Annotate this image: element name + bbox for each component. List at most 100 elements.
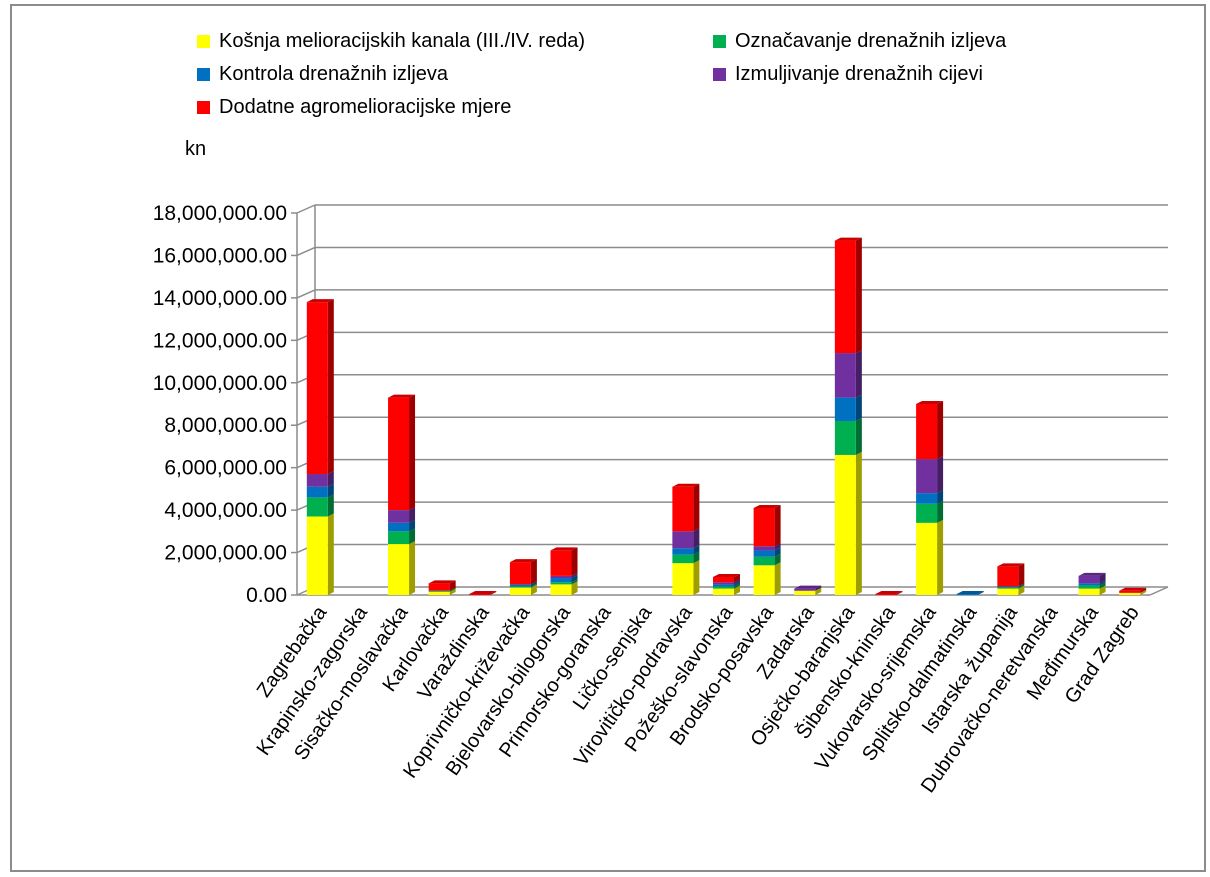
bar-segment bbox=[306, 516, 328, 595]
y-tick-label: 18,000,000.00 bbox=[153, 202, 287, 225]
bar-segment bbox=[550, 582, 572, 585]
bar-segment bbox=[550, 550, 572, 576]
floor-edge bbox=[1149, 586, 1169, 596]
bar-segment-side bbox=[449, 587, 456, 592]
bar-top-face bbox=[794, 585, 822, 589]
bar-top-face bbox=[916, 401, 944, 404]
y-tick-label: 2,000,000.00 bbox=[164, 542, 287, 565]
legend-swatch-green bbox=[713, 35, 726, 48]
bar-segment-side bbox=[449, 580, 456, 591]
y-tick-label: 16,000,000.00 bbox=[153, 244, 287, 267]
bar-segment bbox=[916, 459, 938, 494]
bar-top-face bbox=[428, 580, 456, 584]
y-tick-label: 12,000,000.00 bbox=[153, 329, 287, 352]
bar-segment-side bbox=[774, 553, 781, 566]
bar-segment-side bbox=[937, 500, 944, 523]
bar-segment bbox=[713, 588, 734, 595]
bar-segment bbox=[1119, 592, 1141, 595]
legend-swatch-red bbox=[197, 101, 210, 114]
bar-segment-side bbox=[937, 519, 944, 595]
bar-top-face bbox=[306, 299, 334, 303]
bar-top-face bbox=[875, 590, 903, 594]
bar-segment-side bbox=[815, 587, 822, 595]
legend-item-kontrola: Kontrola drenažnih izljeva bbox=[197, 63, 448, 86]
bar-segment-side bbox=[571, 547, 578, 576]
bar-segment-side bbox=[409, 519, 416, 532]
bar-segment-side bbox=[774, 543, 781, 551]
chart-frame bbox=[10, 4, 1206, 872]
bar-segment-side bbox=[815, 585, 822, 591]
bar-top-face bbox=[672, 483, 700, 487]
legend-item-oznacavanje: Označavanje drenažnih izljeva bbox=[713, 30, 1006, 53]
bar-segment bbox=[916, 503, 938, 523]
bar-segment bbox=[713, 584, 734, 587]
bar-segment bbox=[388, 544, 410, 595]
bar-segment-side bbox=[327, 483, 334, 498]
bar-segment bbox=[753, 546, 775, 551]
bar-segment-side bbox=[774, 547, 781, 557]
bar-segment-side bbox=[937, 456, 944, 494]
bar-top-face bbox=[834, 237, 862, 241]
bar-segment-side bbox=[734, 583, 740, 589]
bar-segment-side bbox=[571, 579, 578, 585]
bar-segment bbox=[388, 397, 410, 511]
bar-top-face bbox=[509, 559, 537, 563]
legend-swatch-blue bbox=[197, 68, 210, 81]
bar-segment bbox=[388, 510, 410, 523]
y-tick-label: 4,000,000.00 bbox=[164, 499, 287, 522]
bar-segment-side bbox=[693, 551, 700, 564]
bar-segment-side bbox=[693, 545, 700, 555]
y-tick-label: 0.00 bbox=[246, 584, 287, 607]
bar-top-face bbox=[713, 573, 740, 577]
bar-segment bbox=[1078, 583, 1100, 586]
bar-segment-side bbox=[1140, 587, 1147, 593]
bar-segment bbox=[388, 531, 410, 545]
bar-segment-side bbox=[734, 579, 740, 585]
bar-segment bbox=[388, 522, 410, 532]
bar-segment-side bbox=[693, 528, 700, 549]
bar-segment-side bbox=[327, 513, 334, 595]
bar-segment-side bbox=[855, 451, 862, 595]
bar-segment-side bbox=[409, 541, 416, 595]
legend-label: Kontrola drenažnih izljeva bbox=[219, 63, 449, 85]
legend-swatch-yellow bbox=[197, 35, 210, 48]
bar-segment-side bbox=[1018, 584, 1025, 589]
bar-segment bbox=[713, 576, 734, 583]
bar-segment-side bbox=[327, 494, 334, 517]
bar-segment bbox=[550, 584, 572, 595]
bar-segment bbox=[997, 566, 1019, 587]
legend-item-dodatne: Dodatne agromelioracijske mjere bbox=[197, 96, 511, 119]
bar-segment bbox=[550, 575, 572, 579]
bar-segment bbox=[1119, 590, 1141, 593]
bar-segment bbox=[713, 586, 734, 589]
y-tick-label: 14,000,000.00 bbox=[153, 287, 287, 310]
bar-segment-side bbox=[896, 590, 903, 595]
bar-segment-side bbox=[530, 583, 537, 588]
bar-segment bbox=[672, 554, 694, 564]
bar-segment bbox=[753, 565, 775, 595]
y-tick-label: 8,000,000.00 bbox=[164, 414, 287, 437]
bar-segment bbox=[794, 590, 816, 595]
bar-segment bbox=[875, 593, 897, 595]
bar-segment bbox=[469, 593, 491, 595]
bar-segment-side bbox=[855, 394, 862, 421]
bar-segment-side bbox=[937, 401, 944, 460]
bar-top-face bbox=[956, 590, 984, 594]
bar-segment-side bbox=[734, 585, 740, 595]
bar-segment bbox=[997, 588, 1019, 595]
legend-label: Dodatne agromelioracijske mjere bbox=[219, 96, 512, 118]
bar-segment-side bbox=[1099, 585, 1106, 595]
bar-segment bbox=[306, 302, 328, 475]
gridline-depth bbox=[296, 246, 316, 257]
bar-segment bbox=[997, 587, 1019, 589]
gridline-depth bbox=[296, 289, 316, 299]
bar-segment bbox=[306, 486, 328, 498]
y-axis-unit-label: kn bbox=[185, 138, 207, 160]
bar-segment bbox=[550, 578, 572, 583]
bar-segment bbox=[672, 563, 694, 595]
bar-top-face bbox=[469, 590, 497, 594]
bar-segment bbox=[834, 397, 856, 421]
bar-segment-side bbox=[1099, 572, 1106, 584]
y-tick-label: 10,000,000.00 bbox=[153, 372, 287, 395]
